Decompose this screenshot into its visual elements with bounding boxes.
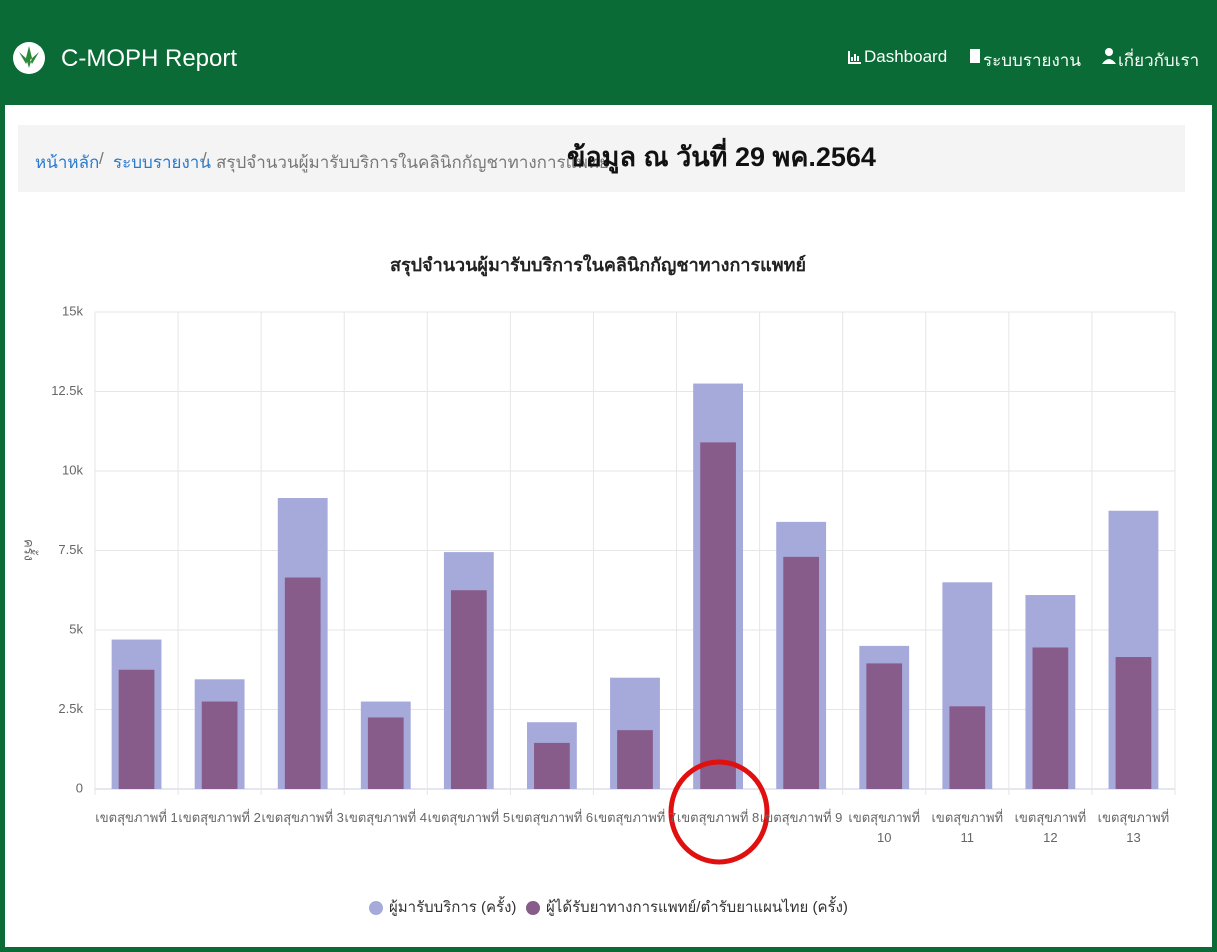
bar [534, 742, 570, 789]
chart-title: สรุปจำนวนผู้มารับบริการในคลินิกกัญชาทางก… [390, 254, 806, 277]
y-tick-label: 12.5k [51, 383, 83, 398]
x-tick-label: เขตสุขภาพที่ 12 [1014, 810, 1087, 845]
y-tick-label: 2.5k [58, 701, 83, 716]
x-tick-label: เขตสุขภาพที่ 5 [427, 810, 511, 825]
x-tick-label: เขตสุขภาพที่ 1 [95, 810, 178, 825]
y-tick-label: 10k [62, 462, 83, 477]
bar [866, 663, 903, 789]
bar [617, 730, 653, 789]
breadcrumb-current: สรุปจำนวนผู้มารับบริการในคลินิกกัญชาทางก… [216, 153, 609, 172]
breadcrumb-separator: / [99, 149, 104, 168]
bar [284, 577, 321, 789]
nav-link[interactable]: Dashboard [864, 47, 948, 66]
data-date-note: ข้อมูล ณ วันที่ 29 พค.2564 [567, 142, 876, 172]
x-tick-label: เขตสุขภาพที่ 3 [261, 810, 344, 825]
bar [1115, 657, 1152, 789]
x-tick-label: เขตสุขภาพที่ 11 [931, 810, 1004, 845]
brand[interactable]: C-MOPH Report [61, 45, 238, 72]
nav-link[interactable]: เกี่ยวกับเรา [1118, 51, 1200, 70]
x-tick-label: เขตสุขภาพที่ 9 [759, 810, 843, 825]
bar [367, 717, 404, 789]
y-tick-label: 15k [62, 303, 83, 318]
breadcrumb-link[interactable]: หน้าหลัก [35, 153, 100, 172]
x-tick-label: เขตสุขภาพที่ 8 [676, 810, 760, 825]
breadcrumb: หน้าหลัก / ระบบรายงาน / สรุปจำนวนผู้มารั… [18, 125, 1185, 192]
bar [118, 669, 155, 789]
legend-label: ผู้ได้รับยาทางการแพทย์/ตำรับยาแผนไทย (คร… [546, 896, 848, 916]
nav-icon [970, 49, 980, 63]
bar [1032, 647, 1069, 789]
x-tick-label: เขตสุขภาพที่ 10 [848, 810, 921, 845]
nav-icon [1102, 48, 1116, 64]
nav-link[interactable]: ระบบรายงาน [983, 51, 1081, 70]
header: C-MOPH Report Dashboard ระบบรายงาน เกี่ย… [5, 5, 1212, 105]
x-tick-label: เขตสุขภาพที่ 2 [178, 810, 261, 825]
highlight-circle [668, 759, 770, 865]
y-tick-label: 0 [76, 780, 83, 795]
bar [201, 701, 238, 789]
y-tick-label: 5k [69, 621, 83, 636]
bar [949, 706, 986, 789]
logo [13, 42, 45, 74]
breadcrumb-link[interactable]: ระบบรายงาน [113, 153, 211, 172]
legend-label: ผู้มารับบริการ (ครั้ง) [389, 896, 516, 916]
legend-marker [369, 901, 383, 915]
bar [450, 590, 487, 789]
y-tick-label: 7.5k [58, 542, 83, 557]
x-tick-label: เขตสุขภาพที่ 6 [510, 810, 594, 825]
bar [783, 556, 820, 789]
x-tick-label: เขตสุขภาพที่ 7 [593, 810, 677, 825]
legend-marker [526, 901, 540, 915]
x-tick-label: เขตสุขภาพที่ 4 [344, 810, 427, 825]
nav-icon [848, 51, 861, 64]
y-axis-title: ครั้ง [22, 539, 39, 561]
bar [700, 442, 736, 789]
breadcrumb-separator: / [202, 149, 207, 168]
x-tick-label: เขตสุขภาพที่ 13 [1097, 810, 1170, 845]
